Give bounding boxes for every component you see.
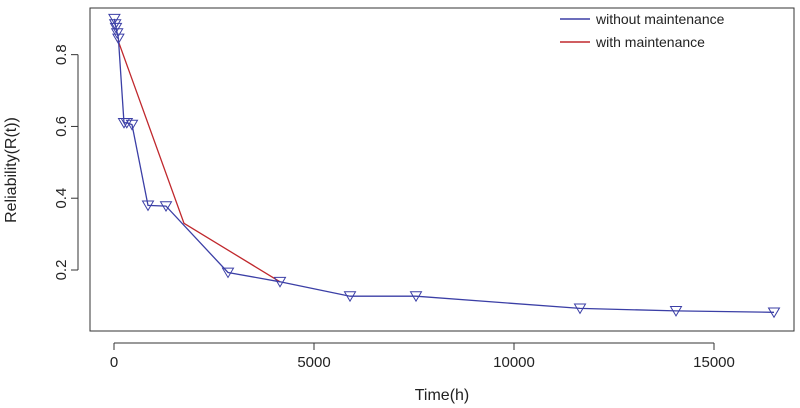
data-point-without-maintenance [767, 307, 781, 319]
x-tick-label: 15000 [693, 354, 735, 371]
data-point-without-maintenance [221, 267, 235, 279]
data-point-without-maintenance [573, 303, 587, 315]
x-axis-label: Time(h) [415, 387, 470, 404]
y-tick-label: 0.6 [53, 116, 70, 137]
legend-label-without-maintenance: without maintenance [595, 11, 725, 27]
data-point-without-maintenance [108, 19, 122, 31]
data-point-without-maintenance [120, 117, 134, 129]
x-axis: 0 5000 10000 15000 [110, 342, 735, 371]
data-point-without-maintenance [108, 13, 121, 25]
y-axis-label: Reliability(R(t)) [3, 117, 20, 223]
data-point-without-maintenance [109, 22, 123, 34]
plot-frame [89, 7, 795, 332]
y-tick-label: 0.8 [53, 44, 70, 65]
data-point-without-maintenance [159, 201, 173, 213]
series-line-without-maintenance [113, 18, 775, 313]
x-tick-label: 10000 [493, 354, 535, 371]
data-point-without-maintenance [343, 291, 357, 303]
x-tick-label: 5000 [297, 354, 330, 371]
series-layer [108, 13, 781, 319]
legend-label-with-maintenance: with maintenance [595, 34, 705, 50]
legend: without maintenance with maintenance [560, 11, 725, 50]
x-tick-label: 0 [110, 354, 118, 371]
y-tick-label: 0.4 [53, 188, 70, 209]
data-point-without-maintenance [112, 33, 125, 45]
data-point-without-maintenance [669, 306, 683, 317]
series-line-with-maintenance [117, 40, 281, 283]
data-point-without-maintenance [110, 28, 124, 40]
data-point-without-maintenance [409, 291, 423, 303]
data-point-without-maintenance [141, 200, 155, 212]
data-point-without-maintenance [125, 119, 139, 131]
y-tick-label: 0.2 [53, 260, 70, 281]
y-axis: 0.2 0.4 0.6 0.8 [53, 44, 79, 281]
data-point-without-maintenance [273, 276, 287, 288]
